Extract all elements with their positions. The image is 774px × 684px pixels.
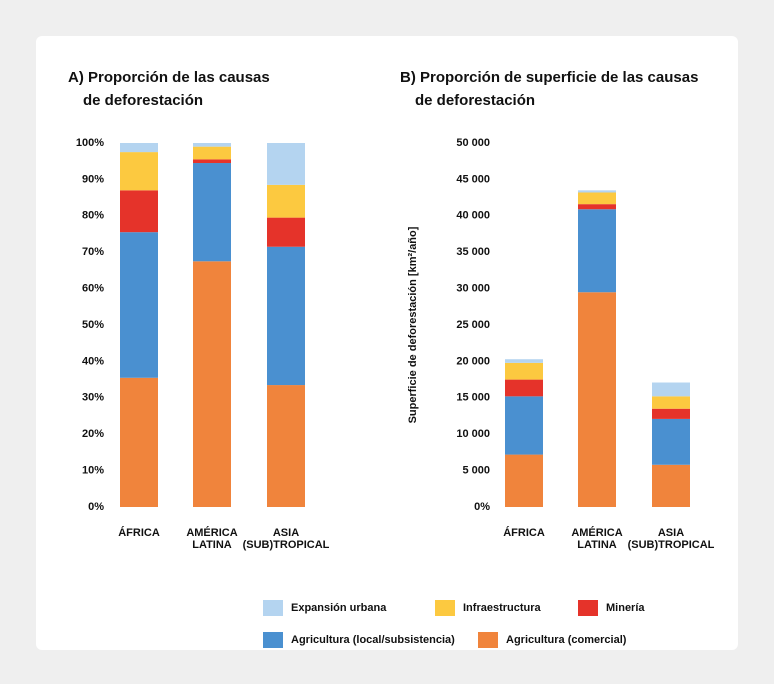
chart-title: de deforestación [415,92,535,109]
bar-segment [120,190,158,233]
y-tick-label: 80% [82,210,104,222]
bar-segment [267,217,305,247]
y-tick-label: 30 000 [456,283,490,295]
y-tick-label: 100% [76,137,104,149]
y-tick-label: 0% [474,501,490,513]
bar-segment [652,408,690,419]
bar-segment [267,246,305,386]
bar-segment [193,163,231,262]
y-tick-label: 10 000 [456,428,490,440]
y-tick-label: 50 000 [456,137,490,149]
x-tick-label: AMÉRICA LATINA [571,526,622,551]
bar-segment [193,159,231,164]
x-tick-label: ASIA (SUB)TROPICAL [243,527,330,551]
legend-swatch [263,600,283,616]
y-tick-label: 50% [82,319,104,331]
y-tick-label: 25 000 [456,319,490,331]
bar-segment [578,292,616,507]
y-tick-label: 30% [82,392,104,404]
legend-label: Agricultura (comercial) [506,634,627,646]
y-tick-label: 45 000 [456,173,490,185]
bar-segment [267,385,305,507]
y-tick-label: 20% [82,428,104,440]
bar-segment [267,143,305,185]
legend-swatch [578,600,598,616]
bar-segment [193,261,231,507]
x-tick-label: AMÉRICA LATINA [186,526,237,551]
y-tick-label: 40 000 [456,210,490,222]
bar-segment [652,396,690,409]
y-axis-label: Superficie de deforestación [km²/año] [407,226,419,423]
bar-segment [505,396,543,455]
x-tick-label: ASIA (SUB)TROPICAL [628,527,715,551]
bar-segment [652,464,690,507]
bar-segment [505,379,543,397]
bar-segment [120,377,158,507]
chart-title: A) Proporción de las causas [68,69,270,86]
legend-swatch [478,632,498,648]
legend-label: Expansión urbana [291,602,387,614]
chart-title: de deforestación [83,92,203,109]
y-tick-label: 15 000 [456,392,490,404]
y-tick-label: 20 000 [456,355,490,367]
y-tick-label: 35 000 [456,246,490,258]
bar-segment [193,143,231,147]
legend-swatch [263,632,283,648]
y-tick-label: 40% [82,355,104,367]
y-tick-label: 10% [82,465,104,477]
y-tick-label: 70% [82,246,104,258]
chart-title: B) Proporción de superficie de las causa… [400,69,698,86]
legend-label: Minería [606,602,645,614]
bar-segment [193,146,231,160]
legend-label: Agricultura (local/subsistencia) [291,634,455,646]
bar-segment [267,184,305,218]
y-tick-label: 90% [82,173,104,185]
bar-segment [120,152,158,191]
bar-segment [120,143,158,153]
y-tick-label: 60% [82,283,104,295]
bar-segment [120,232,158,378]
bar-segment [578,204,616,210]
bar-segment [505,359,543,363]
bar-segment [652,418,690,465]
bar-segment [578,190,616,193]
y-tick-label: 5 000 [462,465,490,477]
x-tick-label: ÁFRICA [118,526,160,539]
y-tick-label: 0% [88,501,104,513]
x-tick-label: ÁFRICA [503,526,545,539]
bar-segment [505,362,543,380]
bar-segment [578,209,616,293]
legend-label: Infraestructura [463,602,542,614]
legend-swatch [435,600,455,616]
bar-segment [652,382,690,397]
bar-segment [578,192,616,205]
bar-segment [505,454,543,507]
